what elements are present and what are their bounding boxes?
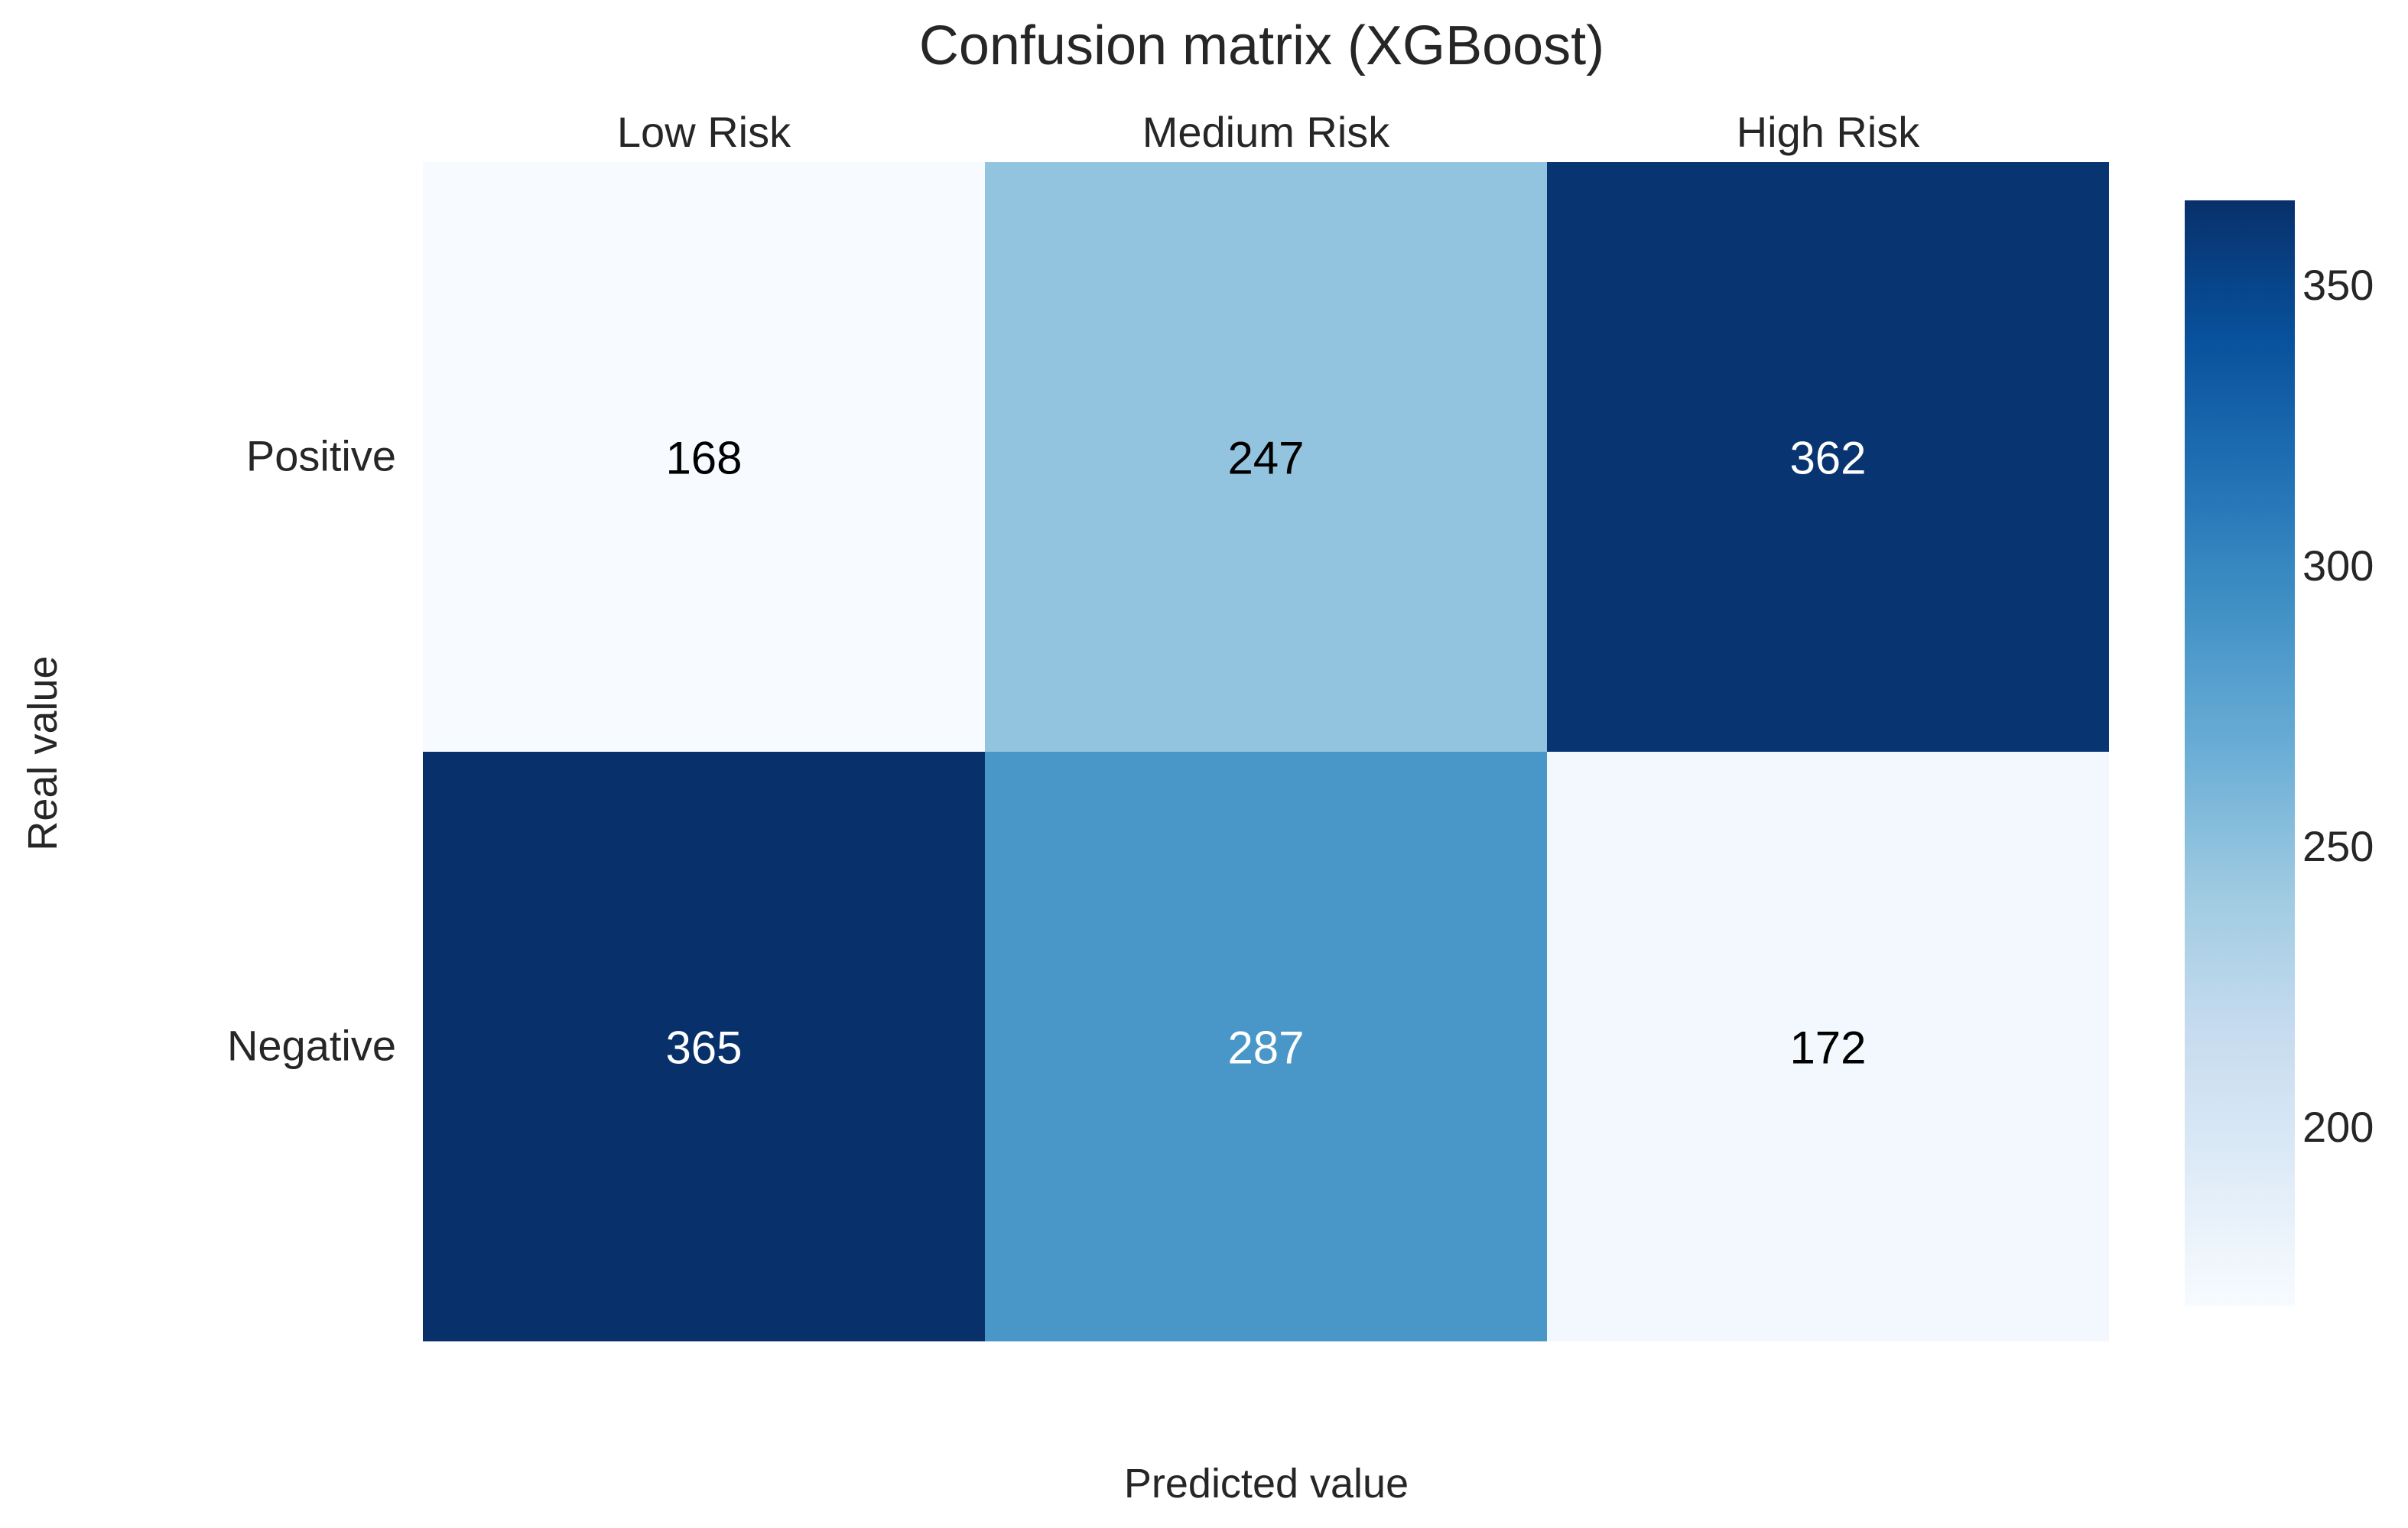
cell-value-label: 287 <box>1227 1022 1304 1074</box>
colorbar-gradient <box>2185 200 2295 1306</box>
cell-value-label: 168 <box>665 433 742 484</box>
colorbar: 200 250 300 350 <box>2185 200 2374 1306</box>
colorbar-tick-label: 350 <box>2302 261 2374 309</box>
cell-value-label: 172 <box>1789 1022 1866 1074</box>
colorbar-ticks: 200 250 300 350 <box>2302 261 2374 1151</box>
x-axis-label: Predicted value <box>1124 1461 1409 1507</box>
cell-value-label: 365 <box>665 1022 742 1074</box>
cell-value-label: 362 <box>1789 433 1866 484</box>
colorbar-tick-label: 250 <box>2302 822 2374 870</box>
heatmap-cell <box>423 752 985 1341</box>
column-label: High Risk <box>1737 108 1921 156</box>
colorbar-tick-label: 200 <box>2302 1103 2374 1151</box>
column-labels: Low Risk Medium Risk High Risk <box>617 108 1920 156</box>
row-labels: Positive Negative <box>227 432 396 1070</box>
heatmap-cell <box>1547 752 2109 1341</box>
colorbar-tick-label: 300 <box>2302 541 2374 590</box>
heatmap-cell <box>985 752 1547 1341</box>
heatmap-cell <box>423 162 985 752</box>
y-axis-label: Real value <box>20 655 66 850</box>
row-label: Negative <box>227 1022 396 1070</box>
column-label: Low Risk <box>617 108 791 156</box>
column-label: Medium Risk <box>1142 108 1391 156</box>
heatmap-cells: 168 247 362 365 287 172 <box>423 162 2109 1341</box>
cell-value-label: 247 <box>1227 433 1304 484</box>
heatmap-cell <box>985 162 1547 752</box>
heatmap-cell <box>1547 162 2109 752</box>
chart-title: Confusion matrix (XGBoost) <box>919 15 1604 76</box>
row-label: Positive <box>246 432 396 480</box>
